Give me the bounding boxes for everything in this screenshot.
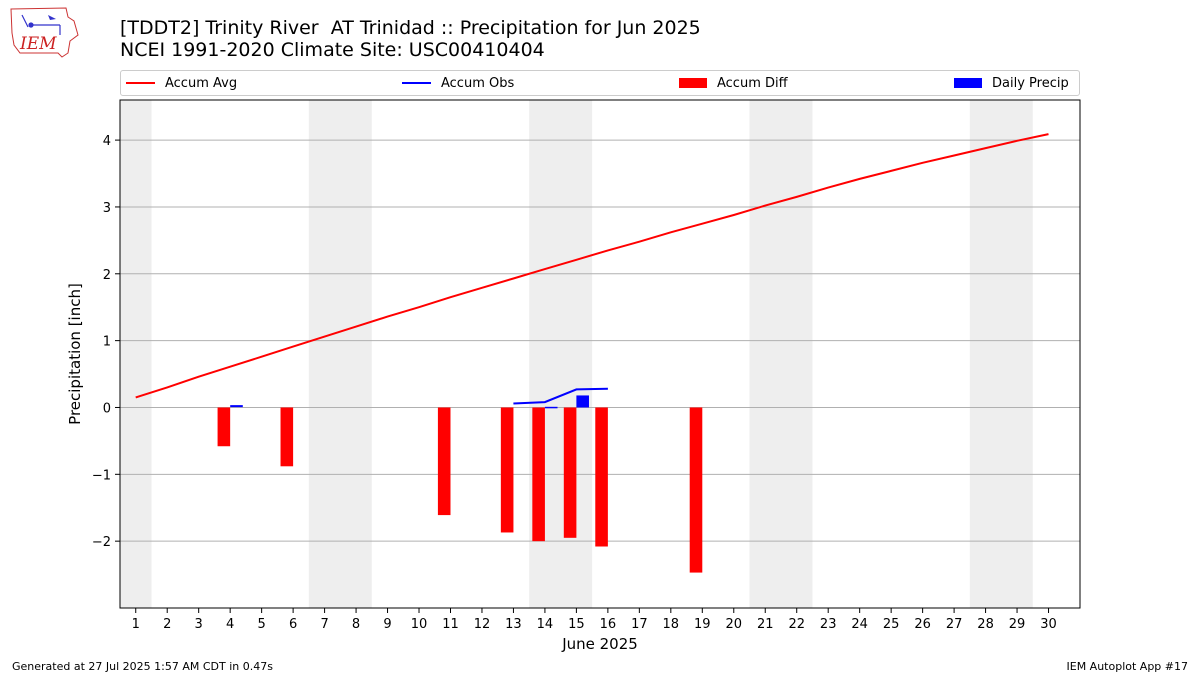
legend-swatch-accum-obs (402, 82, 431, 84)
legend-item-daily-precip: Daily Precip (954, 71, 1069, 95)
x-tick-label: 22 (788, 617, 805, 632)
y-axis-label: Precipitation [inch] (66, 283, 84, 425)
legend-swatch-daily-precip (954, 78, 982, 88)
accum-avg-line (135, 133, 1049, 399)
x-tick-label: 7 (320, 617, 328, 632)
x-axis-label: June 2025 (561, 635, 638, 653)
x-tick-label: 15 (568, 617, 585, 632)
x-tick-label: 23 (820, 617, 837, 632)
y-tick-label: −1 (92, 468, 111, 483)
x-tick-label: 26 (914, 617, 931, 632)
chart-subtitle: NCEI 1991-2020 Climate Site: USC00410404 (120, 39, 545, 61)
y-tick-label: −2 (92, 535, 111, 550)
x-tick-label: 27 (946, 617, 963, 632)
x-tick-label: 13 (505, 617, 522, 632)
y-tick-label: 4 (103, 134, 111, 149)
y-tick-label: 1 (103, 335, 111, 350)
accum-diff-bar (217, 407, 231, 447)
accum-obs-line (230, 387, 608, 408)
x-tick-label: 10 (411, 617, 428, 632)
legend-swatch-accum-diff (679, 78, 707, 88)
weekend-band (749, 100, 813, 608)
x-tick-label: 28 (977, 617, 994, 632)
accum-diff-bar (500, 407, 514, 533)
weekend-band (308, 100, 372, 608)
legend-swatch-accum-avg (126, 82, 155, 84)
iem-logo: IEM (10, 7, 79, 58)
legend-label-accum-avg: Accum Avg (165, 75, 238, 91)
x-tick-label: 18 (663, 617, 680, 632)
accum-diff-bar (563, 407, 577, 538)
accum-diff-bar (280, 407, 294, 467)
weekend-band (120, 100, 152, 608)
legend-item-accum-obs: Accum Obs (402, 71, 514, 95)
x-tick-label: 25 (883, 617, 900, 632)
x-tick-label: 4 (226, 617, 234, 632)
x-tick-label: 14 (537, 617, 554, 632)
weekend-band (969, 100, 1033, 608)
x-tick-label: 21 (757, 617, 774, 632)
daily-precip-bar (576, 395, 589, 408)
accum-diff-bar (437, 407, 451, 516)
plot-frame (119, 99, 1081, 609)
x-tick-label: 24 (851, 617, 868, 632)
footer-generated-text: Generated at 27 Jul 2025 1:57 AM CDT in … (12, 660, 273, 673)
legend-label-accum-obs: Accum Obs (441, 75, 515, 91)
y-tick-label: 3 (103, 201, 111, 216)
x-tick-label: 19 (694, 617, 711, 632)
x-tick-label: 8 (352, 617, 360, 632)
x-tick-label: 5 (257, 617, 265, 632)
x-tick-label: 17 (631, 617, 648, 632)
x-tick-label: 6 (289, 617, 297, 632)
grid-lines (120, 139, 1080, 542)
x-tick-label: 2 (163, 617, 171, 632)
x-tick-label: 30 (1040, 617, 1057, 632)
x-axis: 1 2 3 4 5 6 7 8 9 10 11 12 13 14 15 16 17 18 19 20 21 22 23 24 2… (132, 608, 1057, 632)
bars-layer (217, 395, 703, 573)
legend-label-daily-precip: Daily Precip (992, 75, 1069, 91)
lines-layer (135, 133, 1049, 408)
legend-item-accum-diff: Accum Diff (679, 71, 788, 95)
legend-label-accum-diff: Accum Diff (717, 75, 788, 91)
weekend-band (529, 100, 593, 608)
y-tick-label: 0 (103, 401, 111, 416)
footer-app-label: IEM Autoplot App #17 (1066, 660, 1189, 673)
y-tick-label: 2 (103, 268, 111, 283)
accum-diff-bar (532, 407, 545, 542)
svg-text:IEM: IEM (19, 34, 57, 54)
y-axis: −2 −1 0 1 2 3 4 (92, 134, 120, 550)
accum-diff-bar (689, 407, 703, 573)
chart-legend: Accum Avg Accum Obs Accum Diff Daily Pre… (120, 70, 1080, 96)
daily-precip-bar (544, 406, 558, 409)
x-tick-label: 20 (725, 617, 742, 632)
x-tick-label: 11 (442, 617, 459, 632)
chart-title: [TDDT2] Trinity River AT Trinidad :: Pre… (120, 17, 701, 39)
accum-diff-bar (595, 407, 608, 547)
x-tick-label: 3 (195, 617, 203, 632)
x-tick-label: 9 (383, 617, 391, 632)
legend-item-accum-avg: Accum Avg (126, 71, 237, 95)
x-tick-label: 12 (474, 617, 491, 632)
x-tick-label: 1 (132, 617, 140, 632)
x-tick-label: 29 (1009, 617, 1026, 632)
x-tick-label: 16 (600, 617, 617, 632)
weekend-shading (120, 100, 1033, 608)
